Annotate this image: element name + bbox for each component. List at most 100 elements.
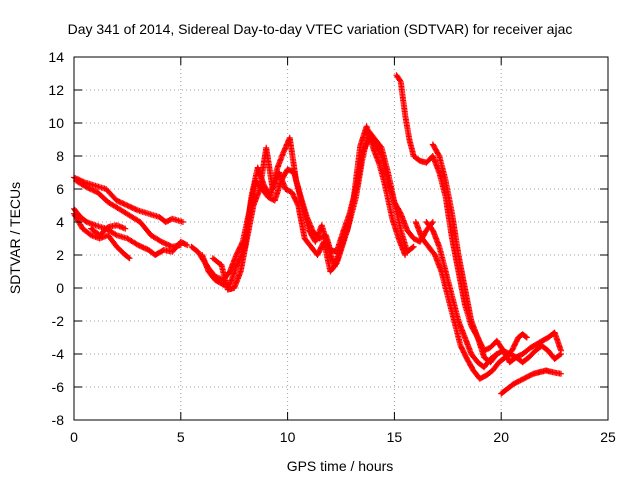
- data-point-markers: [481, 357, 493, 371]
- data-point-marker: [126, 255, 133, 262]
- data-point-markers: [444, 293, 457, 323]
- data-point-markers: [327, 261, 339, 275]
- x-tick-label: 0: [70, 429, 78, 445]
- data-point-marker: [558, 351, 565, 357]
- x-tick-label: 15: [387, 429, 403, 445]
- data-point-marker: [122, 225, 129, 232]
- data-point-markers: [282, 186, 294, 195]
- y-tick-label: 4: [56, 214, 64, 230]
- y-tick-label: 12: [48, 82, 64, 98]
- series-sat-m: [498, 367, 565, 397]
- data-point-markers: [538, 342, 551, 353]
- data-point-markers: [385, 169, 398, 204]
- data-point-markers: [449, 235, 462, 273]
- data-point-markers: [77, 214, 89, 225]
- data-point-markers: [188, 243, 200, 254]
- data-point-markers: [391, 199, 404, 216]
- data-point-markers: [105, 199, 121, 211]
- data-point-markers: [442, 177, 455, 216]
- data-point-markers: [115, 205, 132, 218]
- data-point-marker: [184, 242, 191, 249]
- data-point-markers: [442, 194, 455, 240]
- data-point-markers: [79, 225, 93, 238]
- series-sat-c: [71, 205, 191, 258]
- data-point-markers: [205, 268, 218, 282]
- data-point-markers: [461, 334, 474, 356]
- data-point-markers: [295, 202, 308, 240]
- y-tick-label: 6: [56, 181, 64, 197]
- data-point-markers: [429, 141, 442, 158]
- data-point-markers: [397, 210, 410, 232]
- y-tick-label: -2: [52, 313, 65, 329]
- data-point-markers: [94, 189, 111, 205]
- data-point-markers: [498, 386, 510, 397]
- data-point-markers: [318, 222, 331, 249]
- data-point-markers: [353, 157, 366, 201]
- data-point-marker: [523, 334, 530, 341]
- data-point-markers: [273, 151, 286, 173]
- data-point-markers: [103, 186, 119, 203]
- data-point-markers: [425, 243, 438, 257]
- data-point-markers: [226, 253, 239, 275]
- data-point-markers: [370, 144, 382, 166]
- x-tick-label: 5: [177, 429, 185, 445]
- data-point-marker: [558, 370, 565, 377]
- x-tick-label: 10: [280, 429, 296, 445]
- data-point-markers: [508, 335, 521, 354]
- data-point-markers: [489, 360, 502, 374]
- data-point-marker: [410, 243, 417, 250]
- data-point-marker: [429, 219, 436, 225]
- data-point-markers: [359, 129, 372, 163]
- data-point-markers: [487, 351, 499, 362]
- data-point-markers: [402, 111, 413, 141]
- data-point-markers: [500, 347, 512, 357]
- data-point-markers: [96, 225, 111, 239]
- data-point-markers: [393, 72, 403, 84]
- data-point-markers: [372, 136, 384, 150]
- data-point-markers: [376, 161, 389, 191]
- data-point-markers: [382, 186, 395, 221]
- plot-frame: [73, 56, 609, 421]
- data-point-markers: [288, 189, 301, 208]
- data-point-markers: [113, 243, 128, 257]
- x-axis-label: GPS time / hours: [287, 458, 394, 474]
- data-point-markers: [105, 232, 119, 249]
- series-sat-k: [429, 141, 565, 366]
- data-point-markers: [122, 252, 132, 261]
- data-point-markers: [237, 237, 250, 275]
- data-point-markers: [346, 195, 359, 225]
- data-point-markers: [461, 285, 474, 323]
- data-point-markers: [126, 212, 142, 225]
- data-point-markers: [504, 381, 516, 392]
- data-point-markers: [536, 335, 550, 346]
- data-point-markers: [483, 368, 495, 379]
- data-point-markers: [436, 153, 449, 183]
- data-point-markers: [404, 244, 416, 255]
- data-point-markers: [511, 378, 523, 387]
- data-point-markers: [474, 334, 487, 353]
- data-point-markers: [250, 187, 263, 209]
- data-point-markers: [517, 374, 529, 384]
- data-point-markers: [476, 373, 488, 382]
- data-point-markers: [438, 268, 451, 298]
- data-point-markers: [333, 241, 346, 267]
- data-point-marker: [493, 351, 500, 357]
- data-point-markers: [496, 355, 508, 366]
- axis-ticks: 0 5 10 15 20 25 -8 -6 -4 -2 0 2 4 6 8 10 12 14: [48, 49, 616, 445]
- x-tick-label: 25: [600, 429, 616, 445]
- y-tick-label: 10: [48, 115, 64, 131]
- data-point-markers: [551, 329, 564, 353]
- data-point-markers: [419, 235, 431, 249]
- series-sat-j: [412, 219, 530, 382]
- data-point-markers: [320, 238, 333, 273]
- data-point-markers: [233, 240, 246, 258]
- data-point-markers: [423, 219, 435, 233]
- data-point-markers: [442, 268, 455, 298]
- data-point-markers: [429, 227, 442, 249]
- data-point-markers: [276, 169, 288, 191]
- data-point-markers: [244, 204, 257, 242]
- data-point-markers: [449, 210, 462, 257]
- data-point-markers: [137, 219, 153, 237]
- y-axis-label: SDTVAR / TECUs: [7, 182, 23, 294]
- y-tick-label: -8: [52, 412, 65, 428]
